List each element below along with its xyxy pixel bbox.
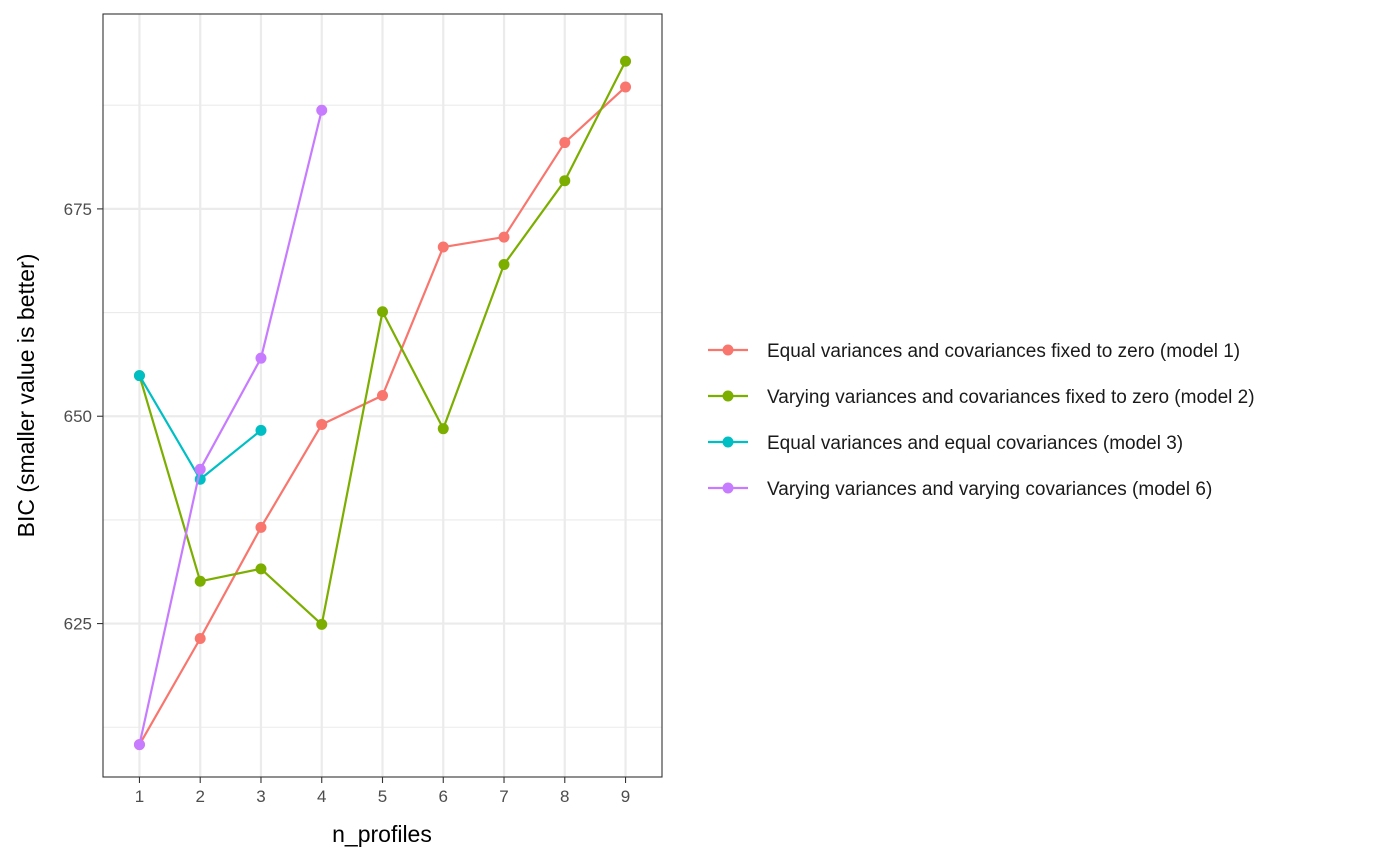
- major-gridlines: [103, 14, 662, 777]
- data-point: [437, 241, 449, 253]
- x-axis-title: n_profiles: [332, 821, 432, 847]
- legend-item: Varying variances and covariances fixed …: [708, 387, 1255, 408]
- x-tick-label: 3: [256, 787, 265, 806]
- x-tick-label: 4: [317, 787, 326, 806]
- x-tick-label: 2: [195, 787, 204, 806]
- y-axis-title: BIC (smaller value is better): [13, 254, 39, 538]
- data-point: [194, 575, 206, 587]
- legend-label: Equal variances and covariances fixed to…: [767, 341, 1240, 362]
- data-point: [255, 352, 267, 364]
- x-tick-label: 8: [560, 787, 569, 806]
- series-3: [133, 370, 267, 485]
- legend-item: Equal variances and equal covariances (m…: [708, 433, 1183, 454]
- legend-label: Varying variances and covariances fixed …: [767, 387, 1255, 408]
- legend-item: Equal variances and covariances fixed to…: [708, 341, 1240, 362]
- data-point: [194, 463, 206, 475]
- series-layer: [133, 55, 632, 751]
- series-2: [133, 55, 632, 630]
- legend-item: Varying variances and varying covariance…: [708, 479, 1212, 500]
- legend-label: Equal variances and equal covariances (m…: [767, 433, 1183, 454]
- data-point: [316, 618, 328, 630]
- data-point: [133, 739, 145, 751]
- legend: Equal variances and covariances fixed to…: [708, 341, 1255, 500]
- data-point: [255, 521, 267, 533]
- data-point: [620, 55, 632, 67]
- legend-key-point: [722, 436, 734, 448]
- x-tick-label: 1: [135, 787, 144, 806]
- data-point: [437, 423, 449, 435]
- series-line: [138, 109, 323, 745]
- data-point: [316, 419, 328, 431]
- y-tick-label: 675: [64, 200, 92, 219]
- x-tick-label: 7: [499, 787, 508, 806]
- data-point: [255, 563, 267, 575]
- data-point: [498, 258, 510, 270]
- legend-key-point: [722, 344, 734, 356]
- data-point: [255, 424, 267, 436]
- legend-key-point: [722, 390, 734, 402]
- data-point: [377, 306, 388, 318]
- legend-label: Varying variances and varying covariance…: [767, 479, 1212, 500]
- data-point: [498, 231, 510, 243]
- series-1: [133, 81, 632, 751]
- data-point: [133, 370, 145, 382]
- data-point: [559, 137, 571, 149]
- data-point: [620, 81, 632, 93]
- x-axis: 1 2 3 4 5 6 7 8 9: [135, 777, 630, 806]
- y-axis: 625 650 675: [64, 200, 103, 634]
- x-tick-label: 5: [378, 787, 387, 806]
- y-tick-label: 625: [64, 615, 92, 634]
- y-tick-label: 650: [64, 407, 92, 426]
- x-tick-label: 6: [439, 787, 448, 806]
- data-point: [377, 390, 388, 401]
- x-tick-label: 9: [621, 787, 630, 806]
- data-point: [194, 632, 206, 644]
- legend-key-point: [722, 482, 734, 494]
- data-point: [559, 175, 571, 187]
- series-4: [133, 104, 328, 751]
- data-point: [316, 104, 328, 116]
